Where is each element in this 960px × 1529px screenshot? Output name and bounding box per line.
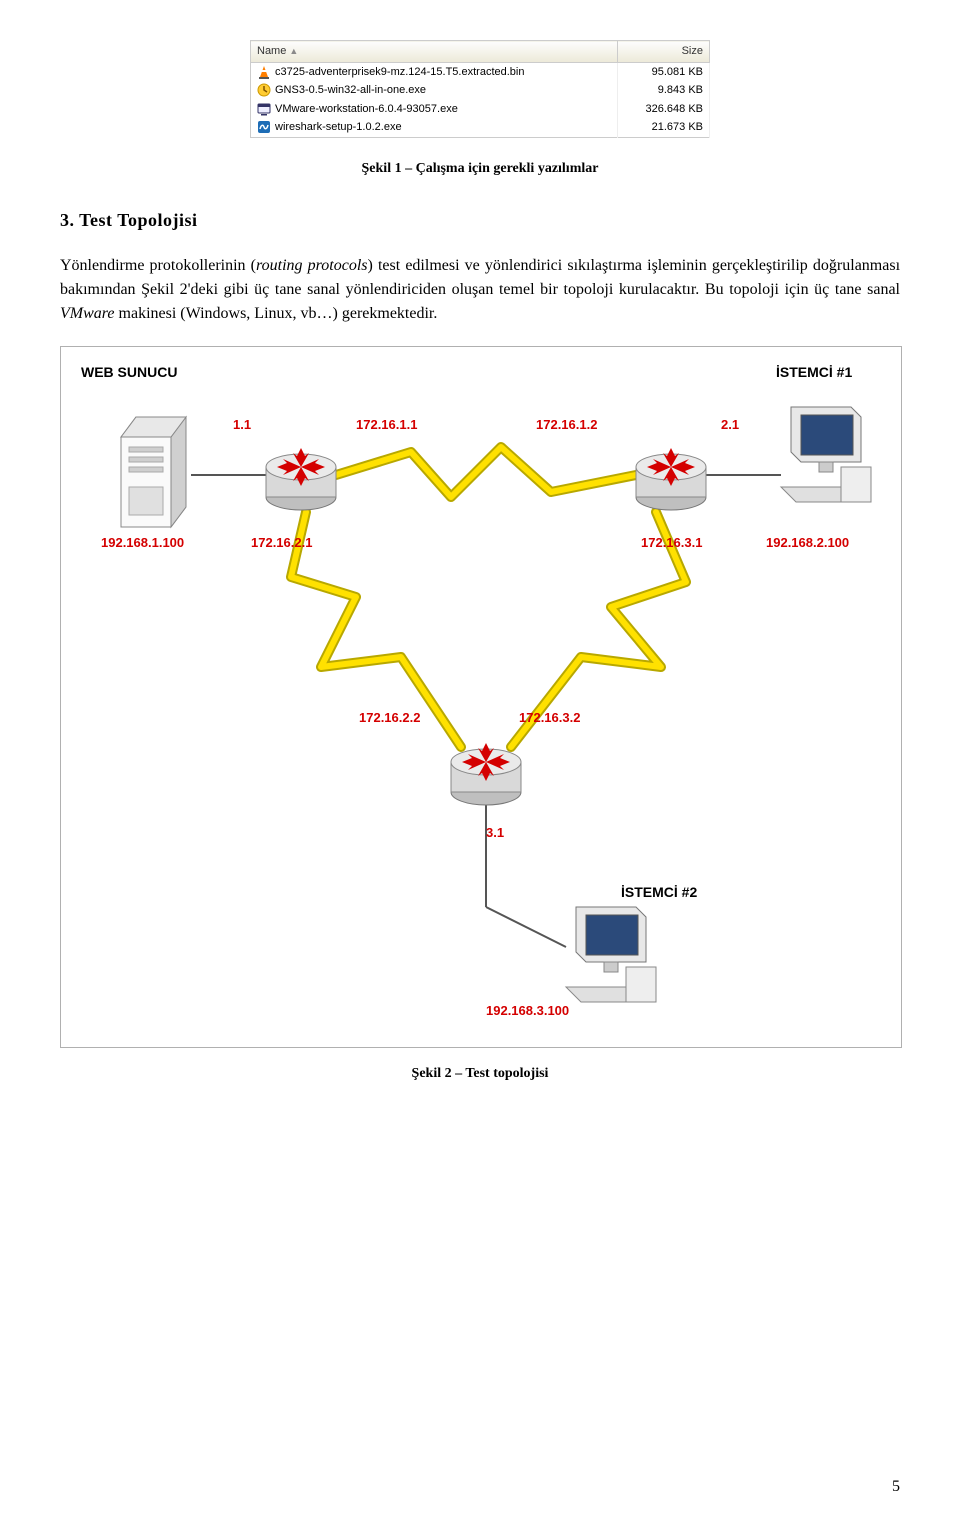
file-cell: wireshark-setup-1.0.2.exe [251,118,618,137]
para-1: Yönlendirme protokollerinin ( [60,257,256,274]
file-cell: VMware-workstation-6.0.4-93057.exe [251,100,618,119]
svg-text:1.1: 1.1 [233,417,251,432]
file-icon [257,102,271,116]
topology-svg: WEB SUNUCU 192.168.1.100 İSTEMCİ #1 192.168… [61,347,901,1047]
file-table: Name▲ Size c3725-adventerprisek9-mz.124-… [250,40,710,138]
svg-text:192.168.1.100: 192.168.1.100 [101,535,184,550]
file-cell: c3725-adventerprisek9-mz.124-15.T5.extra… [251,62,618,81]
col-name-label: Name [257,45,286,57]
file-size: 21.673 KB [617,118,709,137]
file-icon [257,120,271,134]
svg-text:2.1: 2.1 [721,417,739,432]
para-5: makinesi (Windows, Linux, vb…) gerekmekt… [115,305,438,322]
col-size-label: Size [682,45,703,57]
svg-text:3.1: 3.1 [486,825,504,840]
file-table-wrapper: Name▲ Size c3725-adventerprisek9-mz.124-… [60,40,900,138]
sort-arrow-icon: ▲ [289,46,298,56]
table-row[interactable]: GNS3-0.5-win32-all-in-one.exe 9.843 KB [251,81,710,100]
section-heading: 3. Test Topolojisi [60,207,900,234]
figure1-caption: Şekil 1 – Çalışma için gerekli yazılımla… [60,158,900,179]
figure2-caption: Şekil 2 – Test topolojisi [60,1063,900,1084]
file-icon [257,83,271,97]
svg-text:172.16.3.2: 172.16.3.2 [519,710,580,725]
svg-text:172.16.3.1: 172.16.3.1 [641,535,702,550]
svg-text:172.16.1.2: 172.16.1.2 [536,417,597,432]
file-size: 95.081 KB [617,62,709,81]
svg-text:192.168.2.100: 192.168.2.100 [766,535,849,550]
svg-text:192.168.3.100: 192.168.3.100 [486,1003,569,1018]
svg-text:İSTEMCİ #2: İSTEMCİ #2 [621,884,697,900]
para-4-italic: VMware [60,305,115,322]
svg-text:172.16.2.1: 172.16.2.1 [251,535,312,550]
table-row[interactable]: wireshark-setup-1.0.2.exe 21.673 KB [251,118,710,137]
col-size[interactable]: Size [617,41,709,63]
file-icon [257,65,271,79]
svg-text:172.16.2.2: 172.16.2.2 [359,710,420,725]
table-row[interactable]: c3725-adventerprisek9-mz.124-15.T5.extra… [251,62,710,81]
col-name[interactable]: Name▲ [251,41,618,63]
table-row[interactable]: VMware-workstation-6.0.4-93057.exe 326.64… [251,100,710,119]
page-number: 5 [892,1475,900,1499]
file-name: c3725-adventerprisek9-mz.124-15.T5.extra… [275,66,524,78]
file-name: VMware-workstation-6.0.4-93057.exe [275,103,458,115]
file-size: 326.648 KB [617,100,709,119]
file-size: 9.843 KB [617,81,709,100]
para-2-italic: routing protocols [256,257,368,274]
topology-diagram: WEB SUNUCU 192.168.1.100 İSTEMCİ #1 192.168… [60,346,902,1048]
file-name: wireshark-setup-1.0.2.exe [275,121,402,133]
svg-text:İSTEMCİ #1: İSTEMCİ #1 [776,364,852,380]
file-name: GNS3-0.5-win32-all-in-one.exe [275,84,426,96]
svg-text:172.16.1.1: 172.16.1.1 [356,417,417,432]
file-cell: GNS3-0.5-win32-all-in-one.exe [251,81,618,100]
svg-text:WEB SUNUCU: WEB SUNUCU [81,364,177,380]
body-paragraph: Yönlendirme protokollerinin (routing pro… [60,254,900,326]
